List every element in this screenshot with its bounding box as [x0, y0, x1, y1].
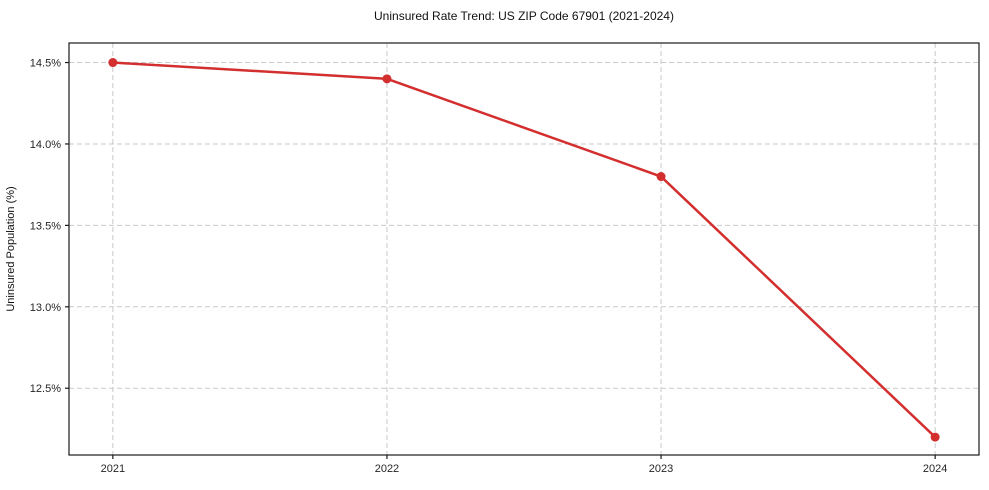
- chart-title: Uninsured Rate Trend: US ZIP Code 67901 …: [374, 9, 674, 23]
- y-tick-label: 13.5%: [30, 220, 61, 232]
- data-point-marker: [382, 74, 392, 84]
- x-tick-label: 2022: [375, 463, 399, 475]
- data-point-marker: [656, 172, 666, 182]
- y-axis-label: Uninsured Population (%): [5, 186, 17, 311]
- data-point-marker: [108, 58, 118, 68]
- data-point-marker: [930, 432, 940, 442]
- x-tick-label: 2024: [923, 463, 947, 475]
- y-tick-label: 14.5%: [30, 58, 61, 70]
- y-tick-label: 14.0%: [30, 139, 61, 151]
- y-tick-label: 13.0%: [30, 302, 61, 314]
- data-line: [111, 61, 937, 439]
- x-tick-label: 2023: [649, 463, 673, 475]
- y-tick-label: 12.5%: [30, 383, 61, 395]
- plot-border: [68, 42, 980, 456]
- plot-area: 2021 2022 2023 2024 12.5% 13.0% 13.5% 14.0% 14.5…: [30, 42, 980, 475]
- x-tick-label: 2021: [101, 463, 125, 475]
